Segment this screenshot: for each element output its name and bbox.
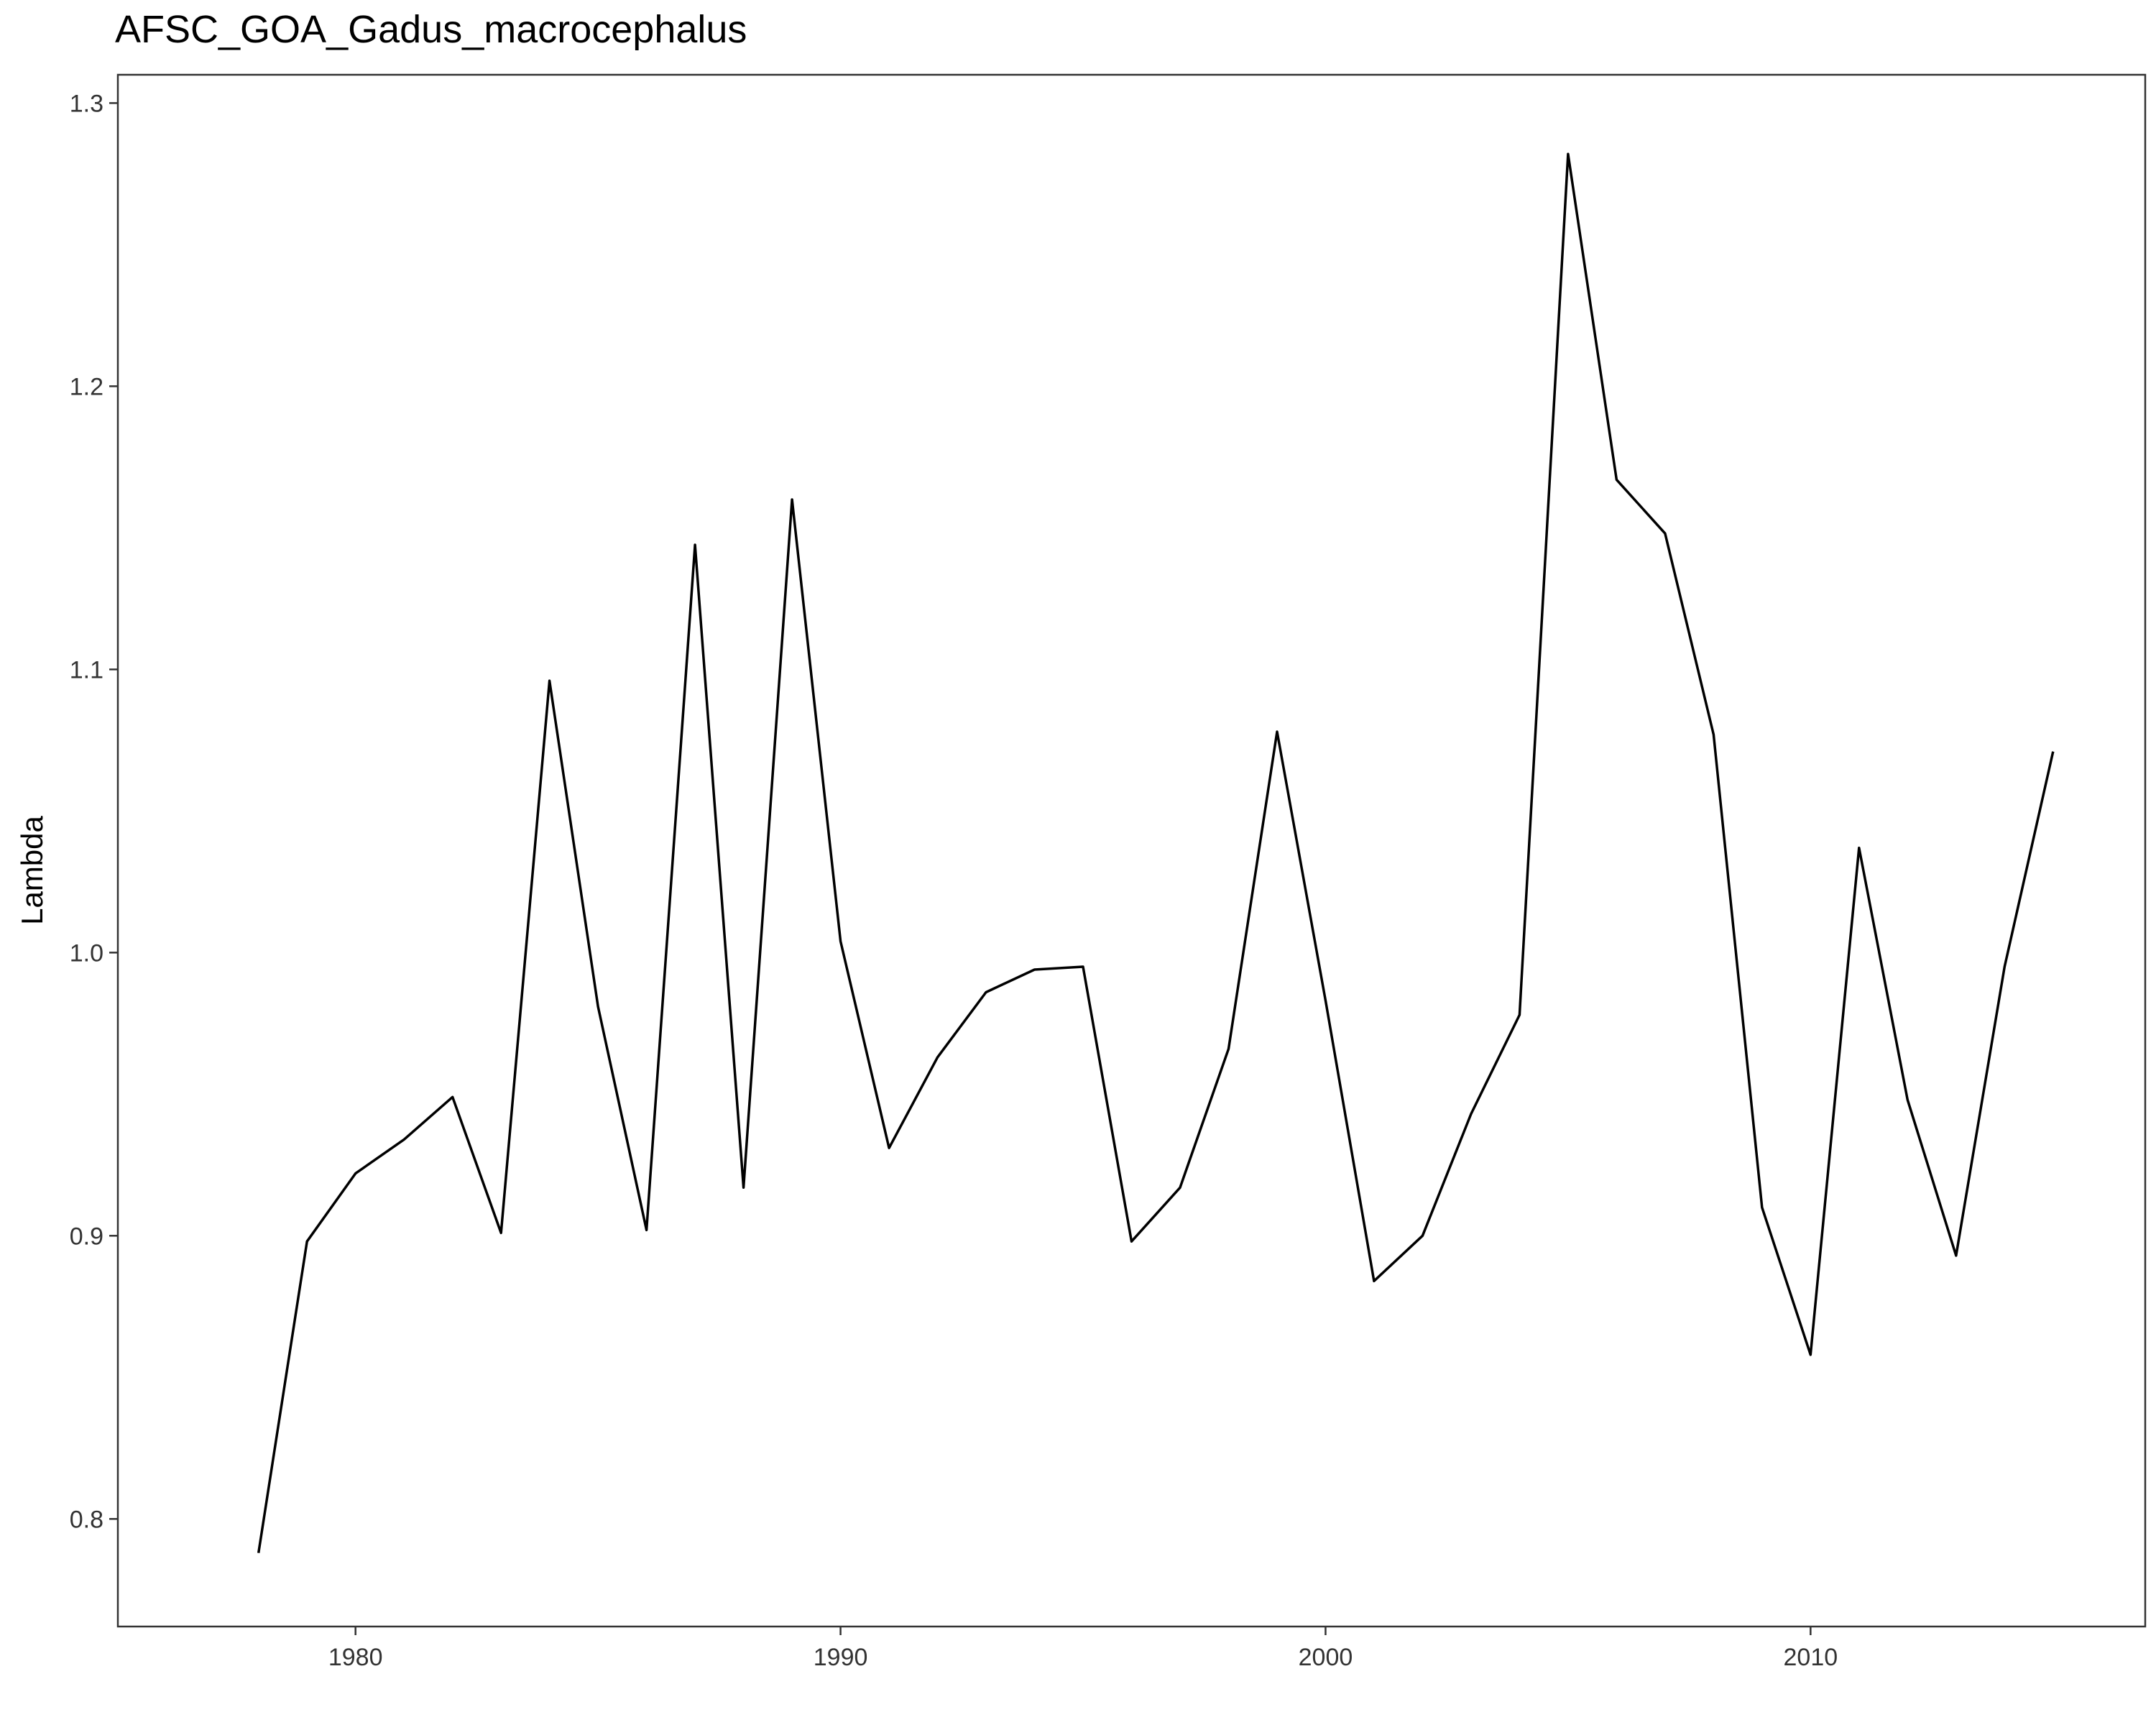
y-tick-label: 1.1 [70, 656, 103, 684]
x-tick-label: 1980 [328, 1644, 383, 1671]
y-axis-ticks: 0.8 0.9 1.0 1.1 1.2 1.3 [70, 90, 118, 1533]
x-axis-ticks: 1980 1990 2000 2010 [328, 1627, 1838, 1671]
chart-title: AFSC_GOA_Gadus_macrocephalus [115, 8, 747, 51]
lambda-series-line [257, 152, 2055, 1553]
y-tick-label: 0.9 [70, 1223, 103, 1250]
x-tick-label: 1990 [814, 1644, 868, 1671]
y-tick-label: 1.0 [70, 939, 103, 967]
y-tick-label: 1.3 [70, 90, 103, 117]
y-tick-label: 0.8 [70, 1506, 103, 1533]
x-tick-label: 2000 [1299, 1644, 1353, 1671]
x-tick-label: 2010 [1784, 1644, 1838, 1671]
plot-panel-border [116, 73, 2147, 1628]
y-tick-label: 1.2 [70, 373, 103, 400]
